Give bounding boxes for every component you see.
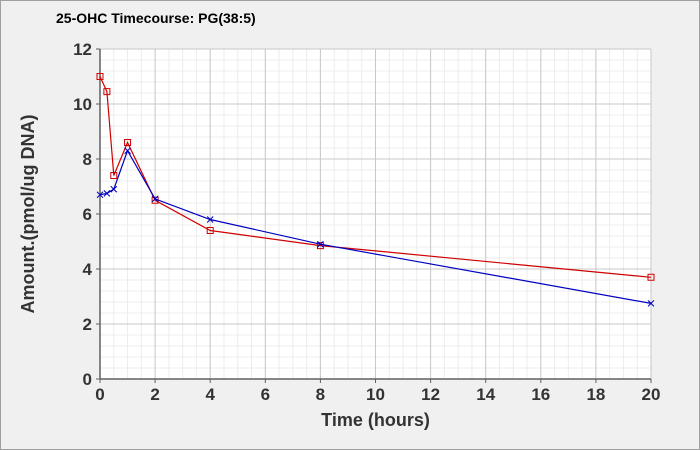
x-tick-label: 14 bbox=[476, 385, 495, 404]
series-2-point bbox=[124, 147, 131, 155]
x-tick-label: 6 bbox=[261, 385, 270, 404]
series-1-point bbox=[124, 139, 132, 146]
series-2-point bbox=[96, 191, 104, 199]
y-tick-label: 12 bbox=[73, 40, 92, 59]
x-tick-label: 0 bbox=[95, 385, 104, 404]
y-tick-label: 8 bbox=[83, 150, 92, 169]
tick-labels: 0 2 4 6 8 10 12 14 16 18 20 0 2 4 6 8 10 12 bbox=[73, 40, 660, 404]
series-2-point bbox=[110, 185, 118, 193]
series-1-point bbox=[206, 227, 214, 234]
x-axis-label: Time (hours) bbox=[321, 410, 430, 430]
series-1-point bbox=[96, 73, 104, 80]
series-2-point bbox=[206, 216, 214, 223]
series-1-point bbox=[316, 242, 324, 250]
y-tick-label: 10 bbox=[73, 95, 92, 114]
series-1-line bbox=[99, 76, 652, 278]
chart-title: 25-OHC Timecourse: PG(38:5) bbox=[56, 10, 256, 26]
x-tick-label: 20 bbox=[642, 385, 661, 404]
y-tick-label: 4 bbox=[83, 260, 93, 279]
series-group bbox=[96, 73, 655, 307]
x-tick-label: 16 bbox=[531, 385, 550, 404]
x-tick-label: 4 bbox=[205, 385, 215, 404]
series-1-point bbox=[647, 273, 655, 281]
y-tick-label: 6 bbox=[83, 205, 92, 224]
series-1-point bbox=[110, 172, 118, 179]
series-2-point bbox=[151, 195, 159, 203]
y-axis-label: Amount.(pmol/ug DNA) bbox=[18, 115, 38, 314]
major-grid bbox=[99, 48, 652, 380]
series-2-point bbox=[103, 190, 111, 197]
series-2-point bbox=[647, 300, 655, 307]
x-tick-label: 8 bbox=[316, 385, 325, 404]
x-tick-label: 12 bbox=[421, 385, 440, 404]
x-tick-label: 18 bbox=[586, 385, 605, 404]
x-tick-label: 10 bbox=[366, 385, 385, 404]
y-tick-label: 0 bbox=[83, 370, 92, 389]
series-2-point bbox=[317, 240, 324, 248]
y-tick-label: 2 bbox=[83, 315, 92, 334]
series-1-point bbox=[103, 88, 111, 96]
x-tick-label: 2 bbox=[150, 385, 159, 404]
